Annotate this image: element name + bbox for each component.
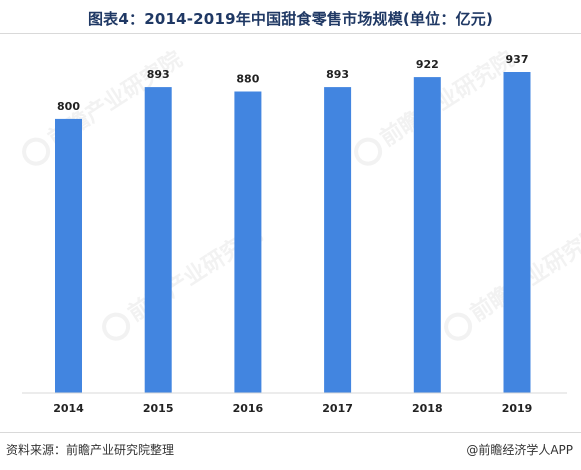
source-note: 资料来源：前瞻产业研究院整理: [6, 443, 175, 457]
data-label-2018: 922: [416, 58, 439, 71]
data-label-2014: 800: [57, 100, 80, 113]
bar-2017: [324, 87, 352, 393]
labels-layer: 800 2014 893 2015 880 2016 893 2017 922 2018 937 20…: [53, 53, 532, 415]
x-tick-label-2015: 2015: [143, 402, 174, 415]
x-tick-label-2014: 2014: [53, 402, 84, 415]
x-tick-label-2017: 2017: [322, 402, 353, 415]
bars-layer: [55, 72, 531, 394]
x-tick-label-2018: 2018: [412, 402, 443, 415]
credit-note: @前瞻经济学人APP: [466, 443, 573, 457]
bar-2016: [234, 91, 262, 393]
data-label-2015: 893: [147, 68, 170, 81]
x-tick-label-2019: 2019: [502, 402, 533, 415]
data-label-2019: 937: [506, 53, 529, 66]
chart-title: 图表4：2014-2019年中国甜食零售市场规模(单位：亿元): [87, 10, 494, 28]
footer-divider: [0, 432, 581, 433]
bar-2015: [144, 87, 172, 393]
title-divider: [0, 33, 581, 34]
bar-2018: [413, 77, 441, 393]
x-tick-label-2016: 2016: [233, 402, 264, 415]
bar-2019: [503, 72, 531, 393]
bar-2014: [55, 118, 82, 394]
data-label-2016: 880: [236, 73, 259, 86]
data-label-2017: 893: [326, 68, 349, 81]
bar-chart: 800 2014 893 2015 880 2016 893 2017 922 2018 937 20…: [22, 53, 567, 415]
